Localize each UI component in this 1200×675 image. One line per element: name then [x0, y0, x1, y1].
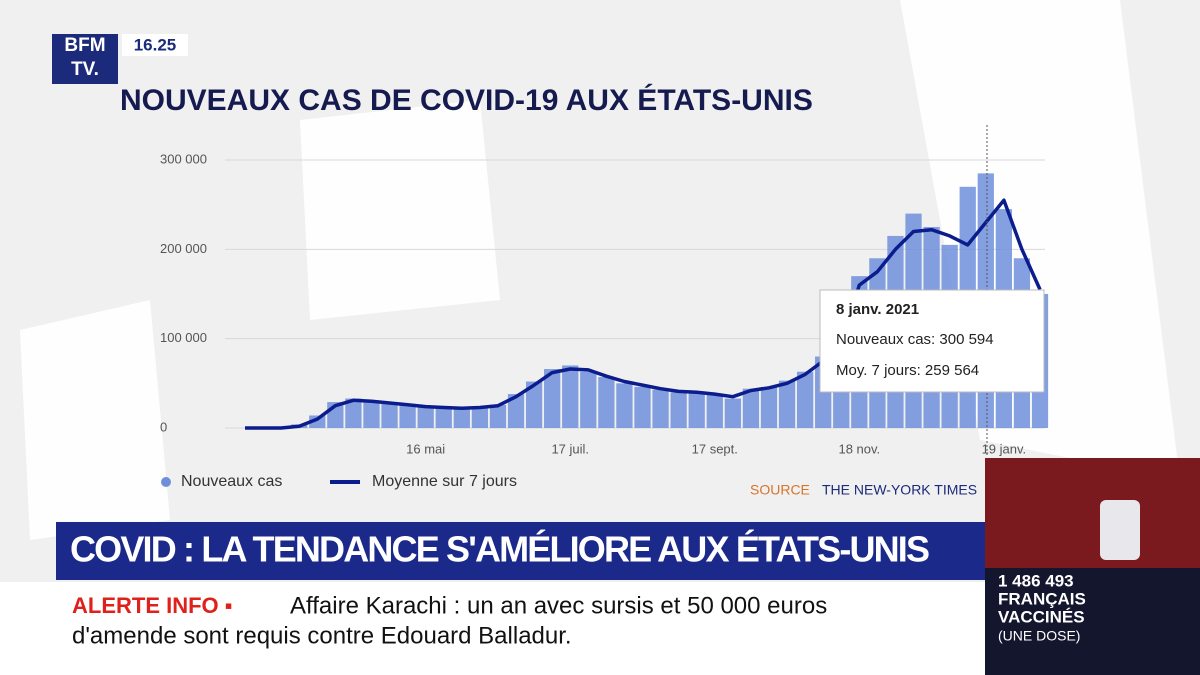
logo-top: BFM	[64, 35, 105, 56]
ticker-line: d'amende sont requis contre Edouard Ball…	[72, 622, 572, 649]
bar	[706, 394, 723, 428]
y-tick-label: 300 000	[160, 151, 207, 166]
tooltip	[819, 289, 1045, 393]
bg-letters	[20, 0, 1180, 540]
x-tick-label: 17 sept.	[692, 441, 738, 456]
bar	[435, 407, 452, 428]
bar	[417, 405, 434, 428]
source-label: SOURCE	[750, 482, 810, 498]
bar	[471, 406, 489, 428]
legend-label: Nouveaux cas	[181, 473, 282, 490]
side-line: VACCINÉS	[998, 607, 1085, 626]
bar	[507, 394, 525, 428]
legend-marker	[161, 477, 171, 487]
bar	[652, 389, 669, 428]
bar	[309, 415, 326, 428]
bar	[562, 365, 579, 428]
chart-title: NOUVEAUX CAS DE COVID-19 AUX ÉTATS-UNIS	[120, 83, 813, 117]
bar	[616, 383, 633, 428]
ticker-line: Affaire Karachi : un an avec sursis et 5…	[290, 592, 827, 619]
x-tick-label: 18 nov.	[838, 441, 880, 456]
bar	[381, 402, 398, 428]
bar	[760, 386, 778, 428]
bar	[796, 371, 814, 428]
x-tick-label: 19 janv.	[982, 441, 1027, 456]
bar	[688, 393, 705, 428]
ticker-label: ALERTE INFO ▪	[72, 593, 233, 618]
bar	[363, 401, 380, 428]
time-box	[122, 34, 188, 56]
banner-box	[56, 522, 986, 580]
side-line: FRANÇAIS	[998, 589, 1086, 608]
bar	[778, 380, 796, 428]
y-tick-label: 100 000	[160, 330, 207, 345]
ticker-box	[0, 582, 985, 675]
source: THE NEW-YORK TIMES	[822, 482, 977, 498]
tooltip-title: 8 janv. 2021	[836, 301, 919, 318]
side-line: 1 486 493	[998, 571, 1074, 590]
bar	[598, 377, 615, 428]
legend-label: Moyenne sur 7 jours	[372, 473, 517, 490]
logo-bottom: TV.	[71, 59, 99, 80]
side-line: (UNE DOSE)	[998, 628, 1080, 644]
bar	[453, 408, 470, 428]
bar	[670, 392, 687, 428]
time: 16.25	[134, 35, 177, 54]
y-tick-label: 200 000	[160, 241, 207, 256]
bar	[525, 381, 543, 428]
y-tick-label: 0	[160, 419, 167, 434]
bar	[634, 386, 651, 428]
bar	[580, 371, 597, 428]
bar	[544, 369, 561, 428]
x-tick-label: 16 mai	[406, 441, 445, 456]
bar	[724, 398, 741, 428]
bar	[399, 403, 416, 428]
vial	[1100, 500, 1140, 560]
side-image	[985, 458, 1200, 568]
tooltip-row: Nouveaux cas: 300 594	[836, 331, 994, 348]
bar	[345, 398, 362, 428]
x-tick-label: 17 juil.	[551, 441, 589, 456]
bar	[489, 404, 507, 428]
tooltip-row: Moy. 7 jours: 259 564	[836, 362, 979, 379]
bar	[742, 388, 760, 428]
line	[245, 198, 1042, 430]
logo-box	[52, 34, 118, 84]
banner: COVID : LA TENDANCE S'AMÉLIORE AUX ÉTATS…	[70, 529, 930, 570]
